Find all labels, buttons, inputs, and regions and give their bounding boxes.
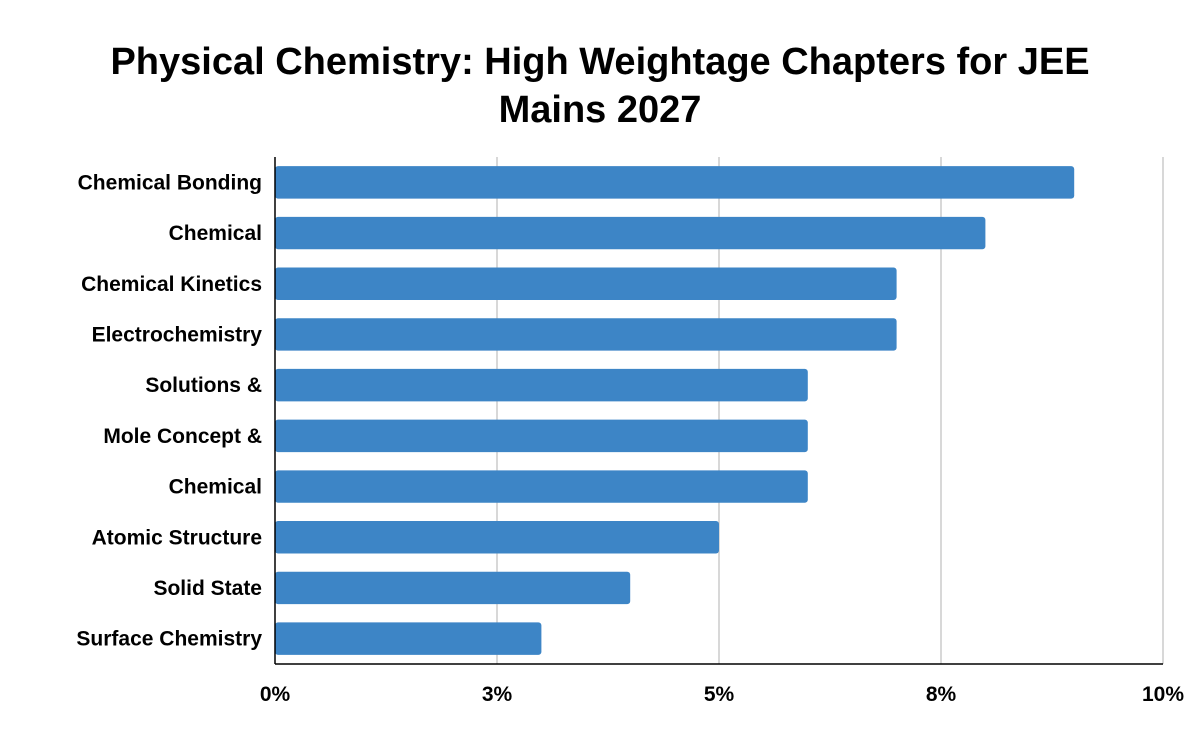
- bar: [275, 622, 542, 655]
- x-tick-label: 0%: [260, 683, 291, 706]
- x-tick-label: 3%: [482, 683, 513, 706]
- bar: [275, 368, 808, 402]
- category-label: Chemical: [169, 222, 262, 245]
- category-label: Surface Chemistry: [76, 628, 262, 651]
- bar: [275, 521, 719, 554]
- bar: [275, 419, 808, 453]
- bar: [275, 166, 1075, 199]
- x-tick-labels: 0% 3% 5% 8% 10%: [260, 683, 1185, 706]
- category-label: Solid State: [153, 577, 262, 600]
- category-label: Electrochemistry: [92, 323, 263, 346]
- bar: [275, 318, 897, 351]
- bars: [275, 166, 1075, 655]
- x-tick-label: 10%: [1142, 683, 1184, 706]
- x-tick-label: 5%: [704, 683, 735, 706]
- bar: [275, 571, 631, 605]
- category-label: Chemical Bonding: [78, 171, 262, 194]
- bar: [275, 470, 808, 503]
- bar: [275, 216, 986, 250]
- chart-title: Physical Chemistry: High Weightage Chapt…: [110, 41, 1090, 131]
- category-label: Chemical: [169, 476, 262, 499]
- axes: [274, 157, 1163, 665]
- category-label: Atomic Structure: [92, 526, 262, 549]
- category-label: Chemical Kinetics: [81, 273, 262, 296]
- category-labels: Chemical Bonding Chemical Chemical Kinetic…: [76, 171, 262, 650]
- category-label: Mole Concept &: [103, 425, 262, 448]
- category-label: Solutions &: [145, 374, 262, 397]
- bar: [275, 267, 897, 300]
- x-tick-label: 8%: [926, 683, 957, 706]
